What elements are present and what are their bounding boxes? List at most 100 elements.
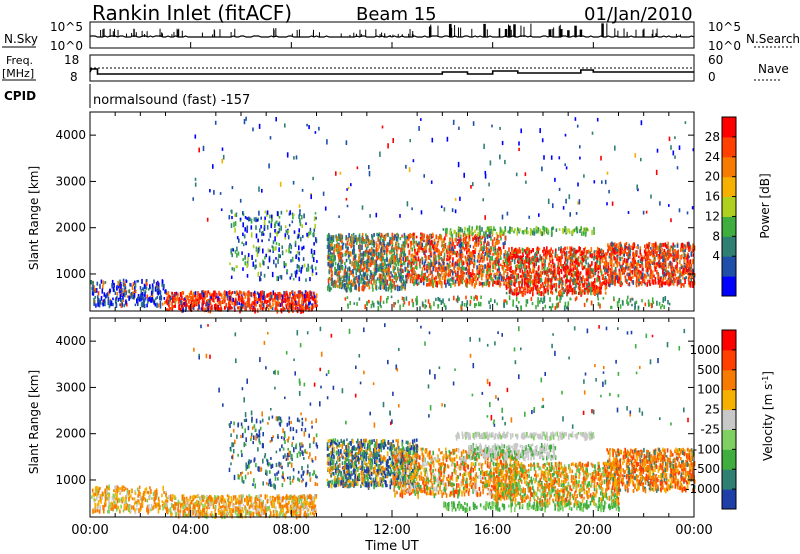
range-gate-cell — [365, 268, 368, 273]
range-gate-cell — [530, 249, 533, 254]
range-gate-cell — [598, 247, 600, 252]
range-gate-cell — [448, 248, 451, 251]
range-gate-cell — [294, 307, 296, 310]
range-gate-cell — [447, 258, 450, 262]
range-gate-cell — [539, 270, 542, 275]
range-gate-cell — [432, 259, 435, 265]
range-gate-cell — [118, 297, 120, 301]
range-gate-cell — [274, 307, 277, 311]
range-gate-cell — [465, 267, 467, 271]
range-gate-cell — [380, 242, 382, 246]
range-gate-cell — [593, 255, 595, 261]
range-gate-cell — [123, 303, 125, 308]
range-gate-cell — [231, 299, 233, 303]
range-gate-cell — [558, 257, 561, 262]
range-gate-cell — [357, 237, 359, 242]
range-gate-cell — [382, 262, 384, 267]
range-gate-cell — [425, 243, 427, 248]
range-gate-cell — [111, 283, 113, 287]
range-gate-cell — [609, 276, 611, 280]
range-gate-cell — [507, 275, 510, 281]
range-gate-cell — [390, 250, 392, 253]
range-gate-cell — [410, 245, 412, 250]
range-gate-cell — [532, 270, 535, 274]
range-gate-cell — [421, 259, 424, 265]
range-gate-cell — [687, 252, 689, 256]
range-gate-cell — [157, 290, 159, 296]
range-gate-cell — [231, 253, 233, 258]
range-gate-cell — [154, 303, 157, 307]
range-gate-cell — [465, 277, 468, 283]
range-gate-cell — [434, 262, 436, 269]
range-gate-cell — [387, 263, 389, 267]
range-gate-cell — [328, 270, 330, 274]
range-gate-cell — [520, 264, 523, 270]
range-gate-cell — [250, 232, 253, 238]
range-gate-cell — [385, 233, 388, 236]
range-gate-cell — [140, 291, 143, 295]
range-gate-cell — [426, 277, 428, 283]
range-gate-cell — [633, 243, 636, 249]
range-gate-cell — [469, 238, 471, 242]
range-gate-cell — [476, 269, 479, 274]
range-gate-cell — [654, 251, 657, 254]
range-gate-cell — [629, 267, 631, 272]
range-gate-cell — [178, 305, 180, 310]
range-gate-cell — [276, 295, 278, 301]
range-gate-cell — [492, 264, 494, 269]
range-gate-cell — [566, 264, 569, 270]
range-gate-cell — [679, 279, 682, 285]
range-gate-cell — [352, 249, 354, 255]
range-gate-cell — [402, 286, 405, 289]
range-gate-cell — [483, 245, 485, 251]
range-gate-cell — [282, 297, 285, 302]
range-gate-cell — [668, 283, 670, 287]
range-gate-cell — [538, 289, 541, 294]
range-gate-cell — [335, 234, 337, 239]
range-gate-cell — [234, 250, 237, 254]
range-gate-cell — [297, 293, 300, 299]
range-gate-cell — [483, 245, 485, 248]
range-gate-cell — [496, 261, 498, 267]
range-gate-cell — [406, 276, 409, 282]
range-gate-cell — [645, 257, 647, 261]
range-gate-cell — [234, 302, 237, 306]
range-gate-cell — [618, 249, 621, 252]
range-gate-cell — [547, 277, 549, 282]
range-gate-cell — [355, 254, 357, 258]
range-gate-cell — [560, 284, 563, 287]
range-gate-cell — [627, 257, 630, 261]
range-gate-cell — [456, 263, 459, 267]
range-gate-cell — [395, 236, 398, 242]
range-gate-cell — [648, 259, 651, 263]
range-gate-cell — [688, 255, 690, 259]
range-gate-cell — [468, 263, 471, 268]
range-gate-cell — [503, 256, 506, 259]
range-gate-cell — [165, 292, 168, 296]
range-gate-cell — [383, 248, 385, 253]
range-gate-cell — [386, 244, 388, 249]
range-gate-cell — [107, 290, 110, 296]
range-gate-cell — [401, 263, 403, 267]
range-gate-cell — [529, 287, 531, 292]
range-gate-cell — [140, 289, 143, 294]
range-gate-cell — [358, 268, 360, 273]
range-gate-cell — [410, 267, 413, 270]
range-gate-cell — [418, 241, 420, 245]
range-gate-cell — [305, 305, 308, 309]
range-gate-cell — [408, 259, 410, 265]
range-gate-cell — [498, 267, 500, 271]
range-gate-cell — [497, 258, 499, 262]
range-gate-cell — [337, 238, 340, 241]
range-gate-cell — [393, 275, 395, 279]
range-gate-cell — [469, 244, 472, 248]
range-gate-cell — [420, 243, 422, 247]
range-gate-cell — [674, 257, 677, 262]
range-gate-cell — [616, 256, 619, 261]
range-gate-cell — [294, 291, 296, 297]
range-gate-cell — [550, 287, 553, 290]
range-gate-cell — [410, 258, 413, 262]
range-gate-cell — [147, 301, 149, 304]
range-gate-cell — [400, 268, 403, 274]
range-gate-cell — [379, 237, 382, 242]
